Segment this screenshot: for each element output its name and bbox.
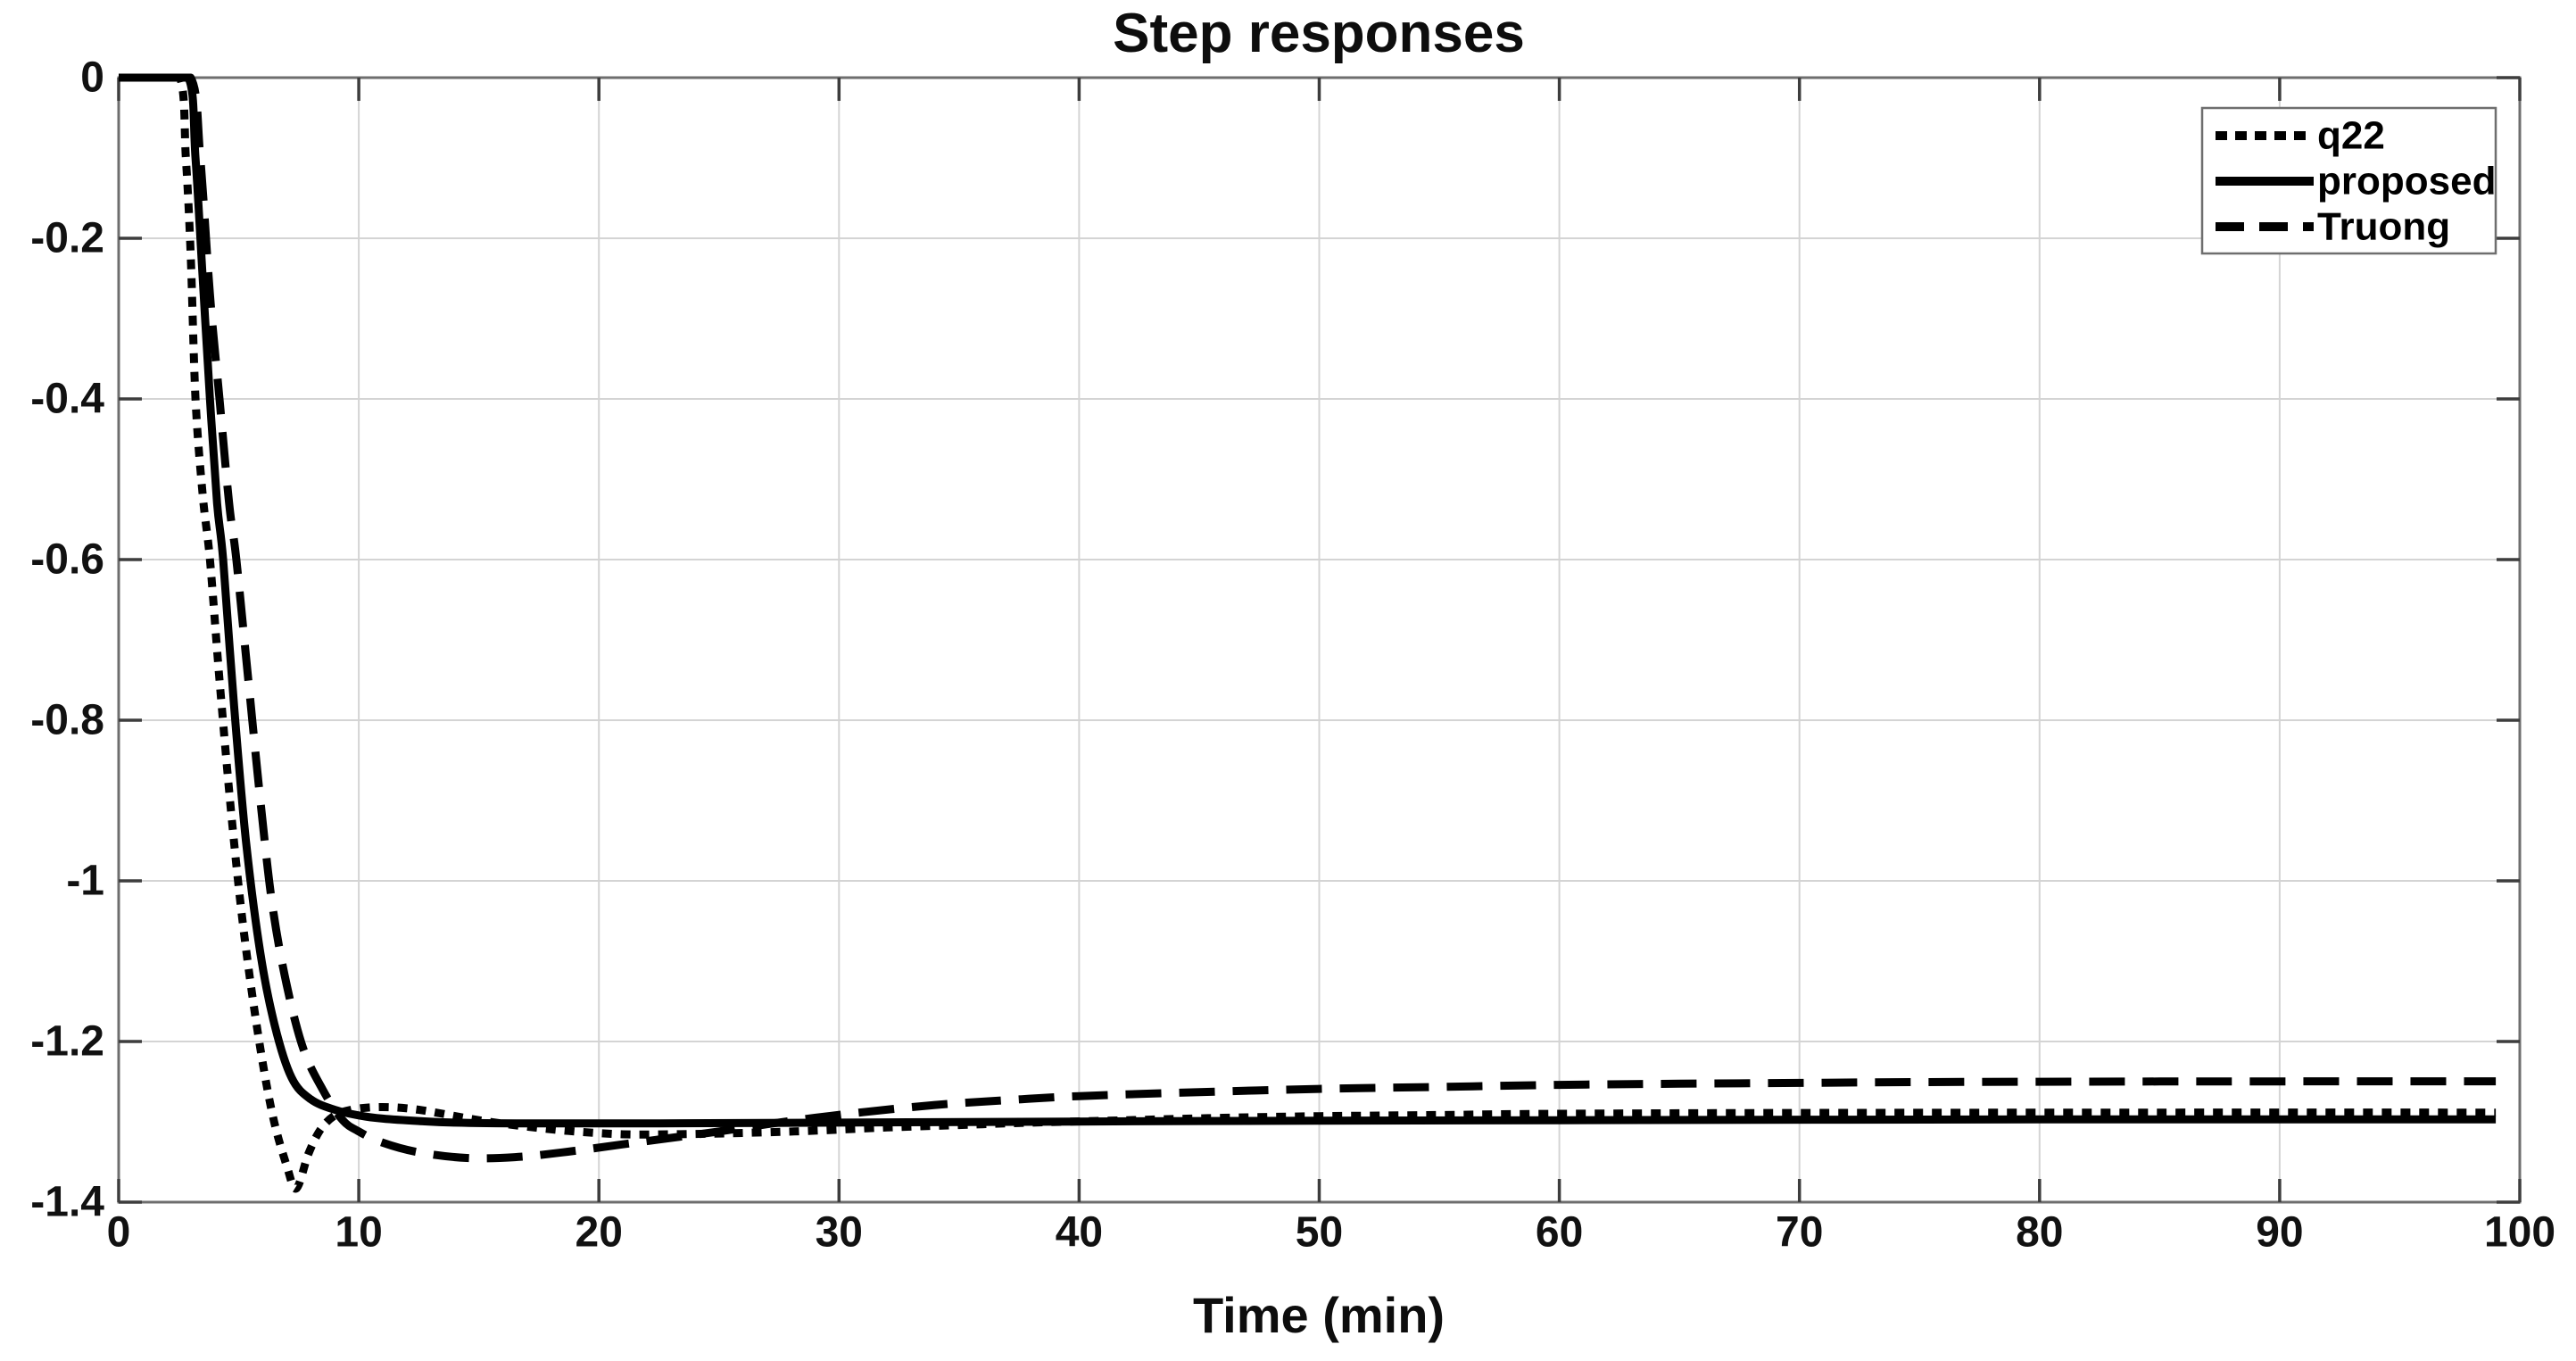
- x-tick-label: 90: [2256, 1209, 2303, 1257]
- y-tick-label: -1.4: [30, 1179, 104, 1226]
- series-line-proposed: [119, 73, 2497, 1128]
- x-tick-label: 80: [2016, 1209, 2063, 1257]
- x-tick-label: 20: [576, 1209, 623, 1257]
- x-tick-label: 70: [1776, 1209, 1823, 1257]
- axes-layer: 0 10 20 30 40 50 60 70 80 90 100 0 -0.2 -0.4 -0.6 -0.8 -…: [30, 54, 2555, 1257]
- x-tick-label: 10: [335, 1209, 382, 1257]
- y-tick-label: -0.4: [30, 376, 104, 423]
- x-tick-label: 100: [2484, 1209, 2555, 1257]
- series-line-Truong: [119, 73, 2497, 1163]
- legend-label-Truong: Truong: [2317, 205, 2450, 249]
- y-tick-label: 0: [80, 54, 104, 102]
- x-tick-label: 30: [816, 1209, 863, 1257]
- series-line-q22: [119, 73, 2497, 1193]
- y-tick-label: -0.6: [30, 536, 104, 584]
- legend-label-q22: q22: [2317, 114, 2385, 158]
- y-tick-label: -0.8: [30, 697, 104, 744]
- y-tick-label: -1.2: [30, 1018, 104, 1066]
- series-layer: [119, 73, 2497, 1193]
- x-tick-label: 60: [1536, 1209, 1583, 1257]
- x-axis-label: Time (min): [1193, 1287, 1445, 1343]
- x-tick-label: 50: [1296, 1209, 1343, 1257]
- y-tick-label: -1: [66, 858, 104, 905]
- chart-title: Step responses: [1113, 3, 1525, 64]
- y-tick-label: -0.2: [30, 215, 104, 262]
- legend-label-proposed: proposed: [2317, 160, 2496, 203]
- x-tick-label: 0: [107, 1209, 131, 1257]
- x-tick-label: 40: [1056, 1209, 1103, 1257]
- grid-layer: [119, 78, 2520, 1202]
